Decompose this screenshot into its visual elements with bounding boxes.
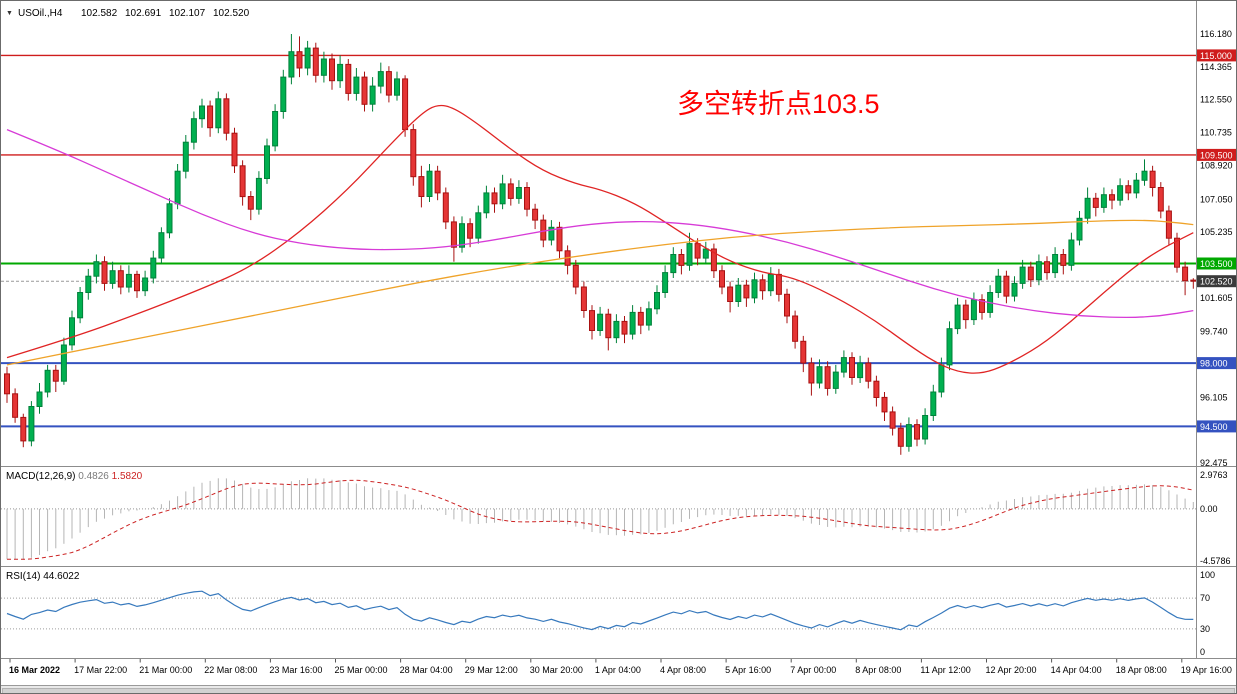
svg-text:7 Apr 00:00: 7 Apr 00:00 <box>790 665 836 675</box>
svg-text:105.235: 105.235 <box>1200 227 1233 237</box>
ohlc-open-value: 102.582 <box>81 8 118 19</box>
svg-text:30 Mar 20:00: 30 Mar 20:00 <box>530 665 583 675</box>
svg-text:101.605: 101.605 <box>1200 293 1233 303</box>
ma-slow-magenta[interactable] <box>6 128 1194 318</box>
svg-text:1 Apr 04:00: 1 Apr 04:00 <box>595 665 641 675</box>
svg-text:28 Mar 04:00: 28 Mar 04:00 <box>400 665 453 675</box>
svg-text:21 Mar 00:00: 21 Mar 00:00 <box>139 665 192 675</box>
candles-layer <box>4 34 1197 455</box>
svg-text:0.00: 0.00 <box>1200 504 1218 514</box>
svg-text:107.050: 107.050 <box>1200 194 1233 204</box>
svg-text:116.180: 116.180 <box>1200 29 1232 39</box>
svg-text:25 Mar 00:00: 25 Mar 00:00 <box>335 665 388 675</box>
svg-text:94.500: 94.500 <box>1200 422 1228 432</box>
price-axis-layer[interactable]: 116.180 114.365 112.550 110.735 108.920 107.0… <box>1197 29 1237 468</box>
svg-text:110.735: 110.735 <box>1200 128 1232 138</box>
svg-text:102.520: 102.520 <box>1200 277 1233 287</box>
svg-text:11 Apr 12:00: 11 Apr 12:00 <box>920 665 970 675</box>
rsi-indicator-label: RSI(14) 44.6022 <box>6 571 80 582</box>
svg-text:29 Mar 12:00: 29 Mar 12:00 <box>465 665 518 675</box>
macd-indicator-label: MACD(12,26,9) 0.4826 1.5820 <box>6 471 143 482</box>
svg-text:108.920: 108.920 <box>1200 160 1233 170</box>
svg-text:22 Mar 08:00: 22 Mar 08:00 <box>204 665 257 675</box>
svg-text:112.550: 112.550 <box>1200 95 1232 105</box>
scrollbar-thumb[interactable] <box>2 688 1235 693</box>
svg-text:100: 100 <box>1200 570 1215 580</box>
ohlc-high-value: 102.691 <box>125 8 162 19</box>
svg-text:30: 30 <box>1200 624 1210 634</box>
svg-text:99.740: 99.740 <box>1200 327 1228 337</box>
svg-text:-4.5786: -4.5786 <box>1200 556 1231 566</box>
ma-trend-orange[interactable] <box>6 219 1194 366</box>
svg-text:0: 0 <box>1200 647 1205 657</box>
ma-medium-red[interactable] <box>6 104 1194 374</box>
svg-text:12 Apr 20:00: 12 Apr 20:00 <box>986 665 1037 675</box>
ohlc-close-value: 102.520 <box>213 8 250 19</box>
svg-text:2.9763: 2.9763 <box>1200 470 1228 480</box>
annotation-text[interactable]: 多空转折点103.5 <box>677 89 880 119</box>
svg-text:114.365: 114.365 <box>1200 62 1232 72</box>
svg-text:109.500: 109.500 <box>1200 150 1233 160</box>
svg-text:92.475: 92.475 <box>1200 458 1228 468</box>
collapse-chart-icon[interactable]: ▼ <box>6 10 13 17</box>
svg-text:5 Apr 16:00: 5 Apr 16:00 <box>725 665 771 675</box>
svg-text:70: 70 <box>1200 593 1210 603</box>
svg-text:4 Apr 08:00: 4 Apr 08:00 <box>660 665 706 675</box>
ohlc-low-value: 102.107 <box>169 8 206 19</box>
svg-text:8 Apr 08:00: 8 Apr 08:00 <box>855 665 901 675</box>
svg-text:14 Apr 04:00: 14 Apr 04:00 <box>1051 665 1102 675</box>
price-hlines-layer[interactable] <box>1 54 1196 428</box>
svg-text:18 Apr 08:00: 18 Apr 08:00 <box>1116 665 1167 675</box>
rsi-layer: 100 70 30 0 <box>1 570 1215 657</box>
svg-text:17 Mar 22:00: 17 Mar 22:00 <box>74 665 127 675</box>
macd-layer: 2.9763 0.00 -4.5786 <box>1 470 1231 566</box>
svg-text:19 Apr 16:00: 19 Apr 16:00 <box>1181 665 1232 675</box>
time-axis-layer[interactable]: 16 Mar 2022 17 Mar 22:00 21 Mar 00:00 22 Ma… <box>9 659 1232 675</box>
svg-text:98.000: 98.000 <box>1200 359 1228 369</box>
svg-text:96.105: 96.105 <box>1200 392 1228 402</box>
svg-text:115.000: 115.000 <box>1200 51 1232 61</box>
moving-averages-layer <box>6 104 1194 374</box>
horizontal-scrollbar[interactable] <box>1 685 1236 693</box>
svg-text:16 Mar 2022: 16 Mar 2022 <box>9 665 60 675</box>
svg-text:103.500: 103.500 <box>1200 259 1233 269</box>
symbol-period-label: USOil.,H4 <box>18 8 63 19</box>
svg-text:23 Mar 16:00: 23 Mar 16:00 <box>269 665 322 675</box>
